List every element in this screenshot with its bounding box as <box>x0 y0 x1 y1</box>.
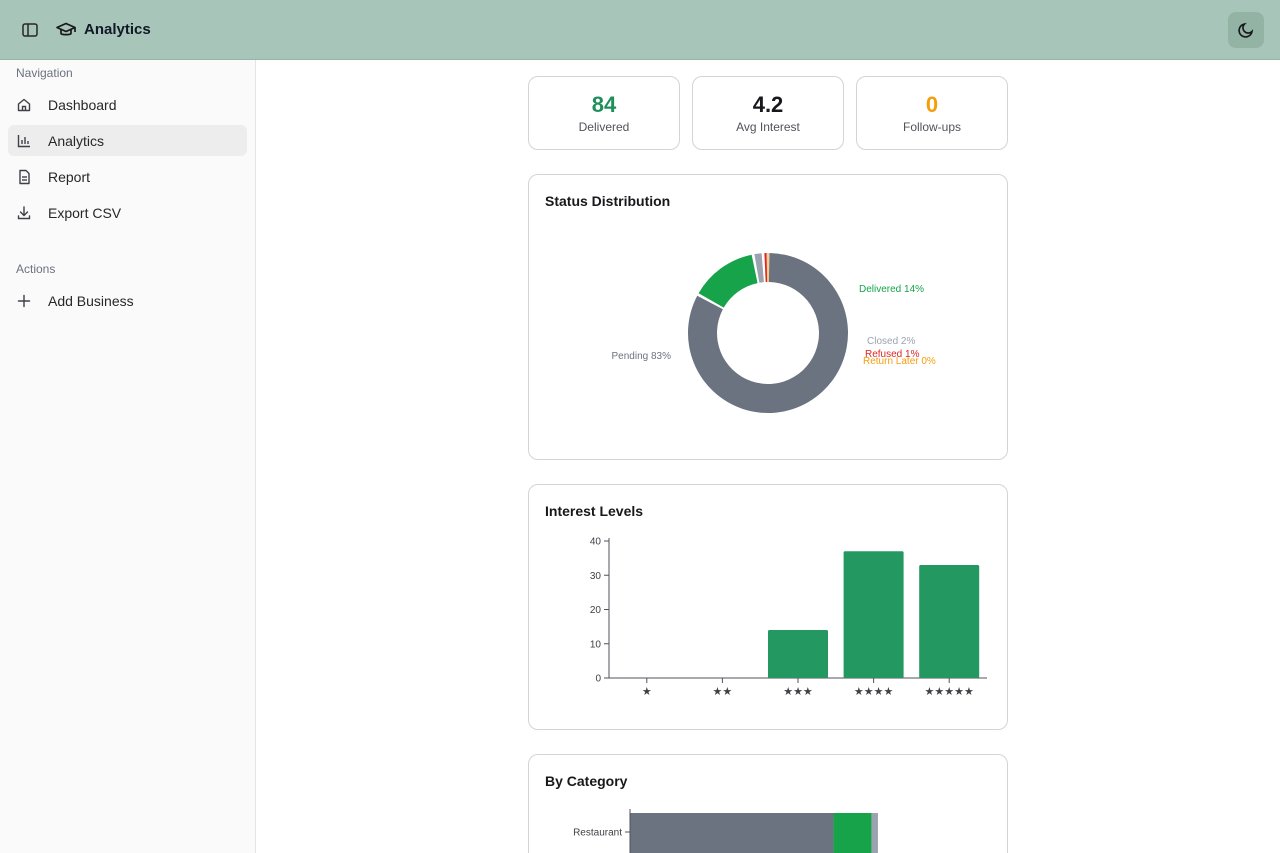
status-distribution-panel: Status Distribution Pending 83% Delivered… <box>528 174 1008 460</box>
slice-label: Delivered 14% <box>859 284 924 295</box>
stacked-bar-segment <box>630 813 834 853</box>
sidebar-item-export-csv[interactable]: Export CSV <box>8 197 247 228</box>
panel-title: Interest Levels <box>545 503 644 519</box>
x-tick-label: ★★★★ <box>854 685 894 698</box>
donut-slice <box>698 254 758 308</box>
x-tick-label: ★★★★★ <box>925 685 974 698</box>
sidebar-item-analytics[interactable]: Analytics <box>8 125 247 156</box>
sidebar-item-label: Dashboard <box>48 96 117 113</box>
donut-slice <box>754 253 764 283</box>
document-icon <box>19 169 30 184</box>
home-icon <box>17 98 31 111</box>
donut-slice <box>688 253 848 413</box>
bar <box>768 630 828 678</box>
sidebar: Navigation Dashboard Analytics Report Ex… <box>0 60 256 853</box>
slice-label: Pending 83% <box>612 351 672 362</box>
sidebar-item-label: Add Business <box>48 292 134 309</box>
status-donut-chart: Pending 83% Delivered 14% Closed 2% Refused… <box>612 253 936 413</box>
sidebar-item-add-business[interactable]: Add Business <box>8 285 247 316</box>
nav-group-label: Navigation <box>16 66 73 80</box>
stat-label: Delivered <box>578 120 630 134</box>
y-tick-label: 10 <box>590 639 602 650</box>
theme-toggle-button[interactable] <box>1228 12 1264 48</box>
donut-slice <box>764 253 768 283</box>
stacked-bar-segment <box>871 813 878 853</box>
stat-card-avg-interest: 4.2 Avg Interest <box>692 76 844 150</box>
stat-value: 4.2 <box>752 92 784 117</box>
sidebar-toggle-icon[interactable] <box>20 20 40 40</box>
y-tick-label: 20 <box>590 605 602 616</box>
sidebar-item-dashboard[interactable]: Dashboard <box>8 89 247 120</box>
stat-value: 84 <box>591 92 617 117</box>
stat-label: Follow-ups <box>902 120 962 134</box>
panel-title: By Category <box>545 773 628 789</box>
bar <box>919 564 980 678</box>
sidebar-item-label: Export CSV <box>48 204 122 221</box>
plus-icon <box>17 294 31 307</box>
stat-card-delivered: 84 Delivered <box>528 76 680 150</box>
by-category-panel: By Category Restaurant <box>528 754 1008 853</box>
moon-icon <box>1238 22 1254 38</box>
slice-label: Return Later 0% <box>863 356 936 367</box>
sidebar-item-label: Analytics <box>48 132 105 149</box>
panel-title: Status Distribution <box>545 193 671 209</box>
slice-label: Refused 1% <box>865 349 920 360</box>
y-tick-label: 40 <box>590 537 602 548</box>
bar-chart-icon <box>17 134 30 147</box>
stat-card-follow-ups: 0 Follow-ups <box>856 76 1008 150</box>
category-label: Restaurant <box>573 828 622 839</box>
stat-label: Avg Interest <box>736 120 800 134</box>
download-icon <box>17 205 31 219</box>
x-tick-label: ★★★ <box>783 685 813 698</box>
stat-value: 0 <box>925 92 939 117</box>
stacked-bar-segment <box>833 813 872 853</box>
top-bar: Analytics <box>0 0 1280 60</box>
bar <box>843 551 904 678</box>
slice-label: Closed 2% <box>867 336 915 347</box>
sidebar-item-label: Report <box>48 168 91 185</box>
graduation-cap-icon <box>56 22 76 36</box>
x-tick-label: ★★ <box>713 685 733 698</box>
y-tick-label: 0 <box>595 674 601 685</box>
sidebar-item-report[interactable]: Report <box>8 161 247 192</box>
page-title: Analytics <box>84 21 151 38</box>
nav-group-label: Actions <box>16 262 56 276</box>
y-tick-label: 30 <box>590 571 602 582</box>
category-bar-chart: Restaurant <box>573 809 878 853</box>
interest-levels-panel: Interest Levels 0 10 20 30 40 ★ ★★ ★★★ ★★★★ ★★★★★ <box>528 484 1008 730</box>
x-tick-label: ★ <box>642 685 652 698</box>
